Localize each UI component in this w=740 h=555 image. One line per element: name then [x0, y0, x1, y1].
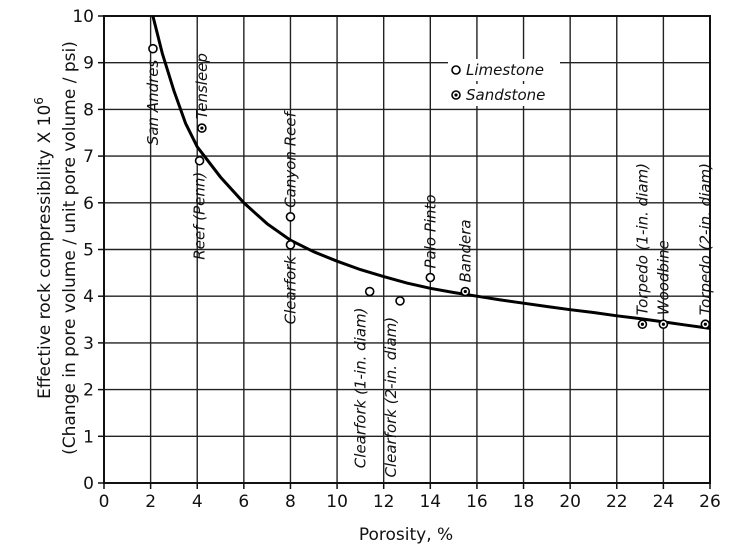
x-tick-label: 26 — [699, 492, 721, 512]
data-point-limestone — [194, 155, 205, 166]
x-tick-label: 10 — [326, 492, 348, 512]
y-tick-label: 10 — [72, 7, 94, 27]
point-label: Bandera — [456, 219, 474, 282]
point-label: Clearfork (1-in. diam) — [352, 308, 370, 469]
data-points: San Andres Reef (Penn) Canyon Reef Clearfor… — [144, 43, 714, 478]
legend: Limestone Sandstone — [448, 59, 560, 106]
point-label: Torpedo (2-in. diam) — [696, 163, 714, 315]
y-tick-label: 3 — [83, 334, 94, 354]
x-tick-label: 2 — [145, 492, 156, 512]
data-point-dot — [661, 322, 665, 326]
y-tick-label: 9 — [83, 54, 94, 74]
point-label: Woodbine — [654, 240, 672, 315]
y-tick-label: 6 — [83, 194, 94, 214]
data-point-limestone — [425, 272, 436, 283]
y-axis-title-main: Effective rock compressibility — [35, 149, 55, 398]
x-tick-label: 14 — [419, 492, 441, 512]
point-label: Torpedo (1-in. diam) — [633, 163, 651, 315]
legend-marker-dot — [454, 93, 458, 97]
legend-label: Limestone — [466, 61, 544, 79]
x-tick-label: 4 — [192, 492, 203, 512]
data-point-limestone — [395, 296, 405, 306]
x-axis-title: Porosity, % — [359, 525, 453, 545]
y-axis-subtitle: (Change in pore volume / unit pore volum… — [60, 41, 80, 455]
y-axis-title: Effective rock compressibility X 106 — [32, 97, 55, 399]
data-point-limestone — [364, 286, 375, 297]
y-tick-label: 0 — [83, 474, 94, 494]
y-tick-label: 8 — [83, 100, 94, 120]
y-tick-label: 2 — [83, 381, 94, 401]
point-label: Clearfork (2-in. diam) — [382, 317, 400, 478]
point-label: Palo Pinto — [421, 194, 439, 268]
point-label: Clearfork — [281, 255, 299, 325]
point-label: Tensleep — [193, 53, 211, 119]
data-point-dot — [640, 322, 645, 326]
x-tick-label: 16 — [466, 492, 488, 512]
data-point-limestone — [148, 43, 158, 54]
fit-curve-line — [151, 15, 711, 330]
legend-marker — [451, 65, 461, 75]
y-tick-label: 1 — [83, 427, 94, 447]
point-label: San Andres — [144, 60, 162, 146]
x-tick-label: 6 — [238, 492, 249, 512]
y-tick-label: 5 — [83, 241, 94, 261]
fit-curve — [151, 15, 711, 330]
x-tick-label: 22 — [606, 492, 628, 512]
x-tick-label: 20 — [559, 492, 581, 512]
data-point-dot — [200, 126, 204, 130]
data-point-dot — [703, 322, 707, 326]
y-axis-title-exponent: 6 — [32, 97, 46, 105]
data-point-dot — [463, 289, 467, 294]
data-point-limestone — [285, 212, 296, 222]
x-tick-label: 8 — [285, 492, 296, 512]
legend-bg — [448, 84, 560, 106]
legend-bg — [448, 59, 560, 81]
legend-label: Sandstone — [466, 86, 545, 104]
y-tick-label: 4 — [83, 287, 94, 307]
point-label: Reef (Penn) — [191, 172, 209, 260]
y-tick-label: 7 — [83, 147, 94, 167]
point-label: Canyon Reef — [281, 109, 299, 207]
x-tick-label: 18 — [513, 492, 535, 512]
y-axis-title-scale: X 10 — [35, 105, 55, 144]
x-tick-label: 12 — [373, 492, 395, 512]
data-point-limestone — [285, 240, 296, 250]
x-tick-label: 0 — [99, 492, 110, 512]
x-tick-label: 24 — [653, 492, 675, 512]
